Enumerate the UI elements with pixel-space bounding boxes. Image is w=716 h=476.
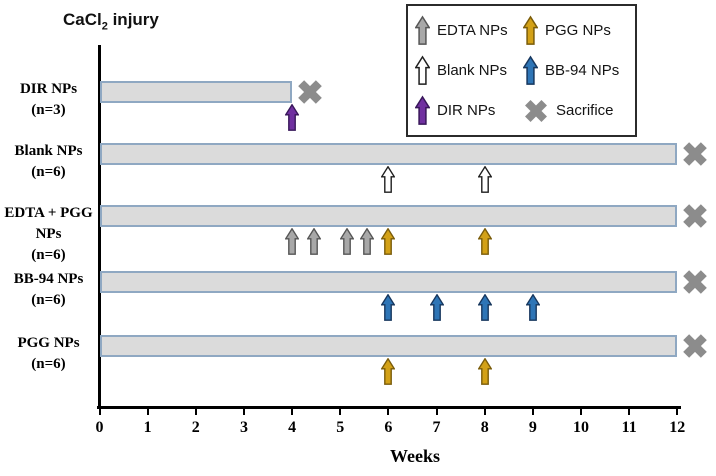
legend-pgg-arrow-icon [523, 15, 538, 45]
x-axis-tick [194, 408, 197, 415]
legend-item-blank: Blank NPs [415, 55, 523, 86]
row-label-line: (n=6) [31, 356, 66, 372]
x-axis-tick-label: 2 [191, 419, 200, 436]
row-label-line: (n=6) [31, 292, 66, 308]
sacrifice-x-icon [683, 142, 708, 166]
x-axis-tick [146, 408, 149, 415]
x-axis-title: Weeks [389, 446, 440, 466]
edta-injection-arrow-icon [306, 228, 321, 255]
timeline-bar [99, 271, 678, 293]
row-label-line: DIR NPs [19, 81, 78, 97]
x-axis-tick-label: 5 [336, 419, 345, 436]
pgg-injection-arrow-icon [477, 358, 492, 385]
pgg-injection-arrow-icon [477, 228, 492, 255]
x-axis-tick-label: 0 [95, 419, 104, 436]
x-axis-tick-label: 6 [384, 419, 393, 436]
legend-label: DIR NPs [437, 102, 496, 120]
legend-sacrifice-x-icon [525, 99, 547, 122]
y-axis-line [98, 45, 101, 409]
x-axis-tick-label: 11 [621, 419, 637, 436]
row-label-line: (n=3) [31, 102, 66, 118]
title-prefix: CaCl [63, 10, 102, 29]
title-suffix: injury [107, 10, 159, 29]
x-axis-tick [531, 408, 534, 415]
legend-item-pgg: PGG NPs [523, 15, 633, 46]
row-label-edta-pgg: EDTA + PGG NPs (n=6) [0, 203, 97, 266]
blank-injection-arrow-icon [477, 166, 492, 193]
edta-injection-arrow-icon [340, 228, 355, 255]
legend-label: BB-94 NPs [545, 61, 620, 79]
x-axis-tick-label: 10 [573, 419, 589, 436]
legend-label: EDTA NPs [437, 21, 508, 39]
legend-label: Blank NPs [437, 61, 508, 79]
edta-injection-arrow-icon [359, 228, 374, 255]
x-axis-tick [628, 408, 631, 415]
edta-injection-arrow-icon [285, 228, 300, 255]
blank-injection-arrow-icon [381, 166, 396, 193]
legend-bb94-arrow-icon [523, 55, 538, 85]
timeline-bar [99, 81, 293, 103]
x-axis-tick [98, 408, 101, 415]
sacrifice-x-icon [683, 204, 708, 228]
legend-item-bb94: BB-94 NPs [523, 55, 633, 86]
x-axis-tick [435, 408, 438, 415]
row-label-line: PGG NPs [17, 335, 80, 351]
row-label-line: EDTA + PGG [4, 205, 93, 221]
legend-dir-arrow-icon [415, 95, 430, 126]
timeline-bar [99, 143, 678, 165]
bb94-injection-arrow-icon [429, 294, 444, 321]
timeline-bar [99, 335, 678, 357]
sacrifice-x-icon [298, 80, 322, 104]
pgg-injection-arrow-icon [381, 358, 396, 385]
figure-title: CaCl2 injury [63, 10, 159, 32]
legend-label: Sacrifice [556, 102, 614, 120]
sacrifice-x-icon [683, 270, 708, 294]
legend-item-edta: EDTA NPs [415, 15, 523, 46]
legend-label: PGG NPs [545, 21, 611, 39]
bb94-injection-arrow-icon [381, 294, 396, 321]
pgg-injection-arrow-icon [381, 228, 396, 255]
legend-item-sacrifice: Sacrifice [523, 98, 633, 124]
x-axis-tick [291, 408, 294, 415]
x-axis-tick-label: 8 [480, 419, 489, 436]
legend-edta-arrow-icon [415, 15, 430, 45]
x-axis-tick [339, 408, 342, 415]
x-axis-tick [242, 408, 245, 415]
bb94-injection-arrow-icon [477, 294, 492, 321]
x-axis-tick-label: 1 [143, 419, 152, 436]
x-axis-tick-label: 4 [288, 419, 297, 436]
dir-injection-arrow-icon [285, 104, 300, 131]
x-axis-tick-label: 7 [432, 419, 441, 436]
x-axis-tick-label: 3 [239, 419, 248, 436]
x-axis-tick-label: 9 [528, 419, 537, 436]
bb94-injection-arrow-icon [525, 294, 540, 321]
sacrifice-x-icon [683, 334, 708, 358]
x-axis-line [97, 406, 681, 409]
row-label-pgg-nps: PGG NPs (n=6) [0, 333, 97, 375]
x-axis-tick [676, 408, 679, 415]
row-label-line: BB-94 NPs [13, 271, 84, 287]
row-label-bb-94-nps: BB-94 NPs (n=6) [0, 269, 97, 311]
row-label-line: (n=6) [31, 164, 66, 180]
legend-box: EDTA NPs Blank NPs DIR NPs PGG NPs BB-94 NPs… [406, 4, 637, 137]
x-axis-tick [580, 408, 582, 415]
row-label-blank-nps: Blank NPs (n=6) [0, 141, 97, 183]
title-subscript: 2 [101, 20, 108, 33]
x-axis-tick [483, 408, 486, 415]
row-label-line: NPs [35, 226, 62, 242]
legend-blank-arrow-icon [415, 55, 430, 85]
x-axis-tick [387, 408, 390, 415]
timeline-bar [99, 205, 678, 227]
legend-item-dir: DIR NPs [415, 95, 523, 126]
row-label-dir-nps: DIR NPs (n=3) [0, 79, 97, 121]
row-label-line: Blank NPs [14, 143, 83, 159]
row-label-line: (n=6) [31, 247, 66, 263]
x-axis-tick-label: 12 [669, 419, 686, 436]
